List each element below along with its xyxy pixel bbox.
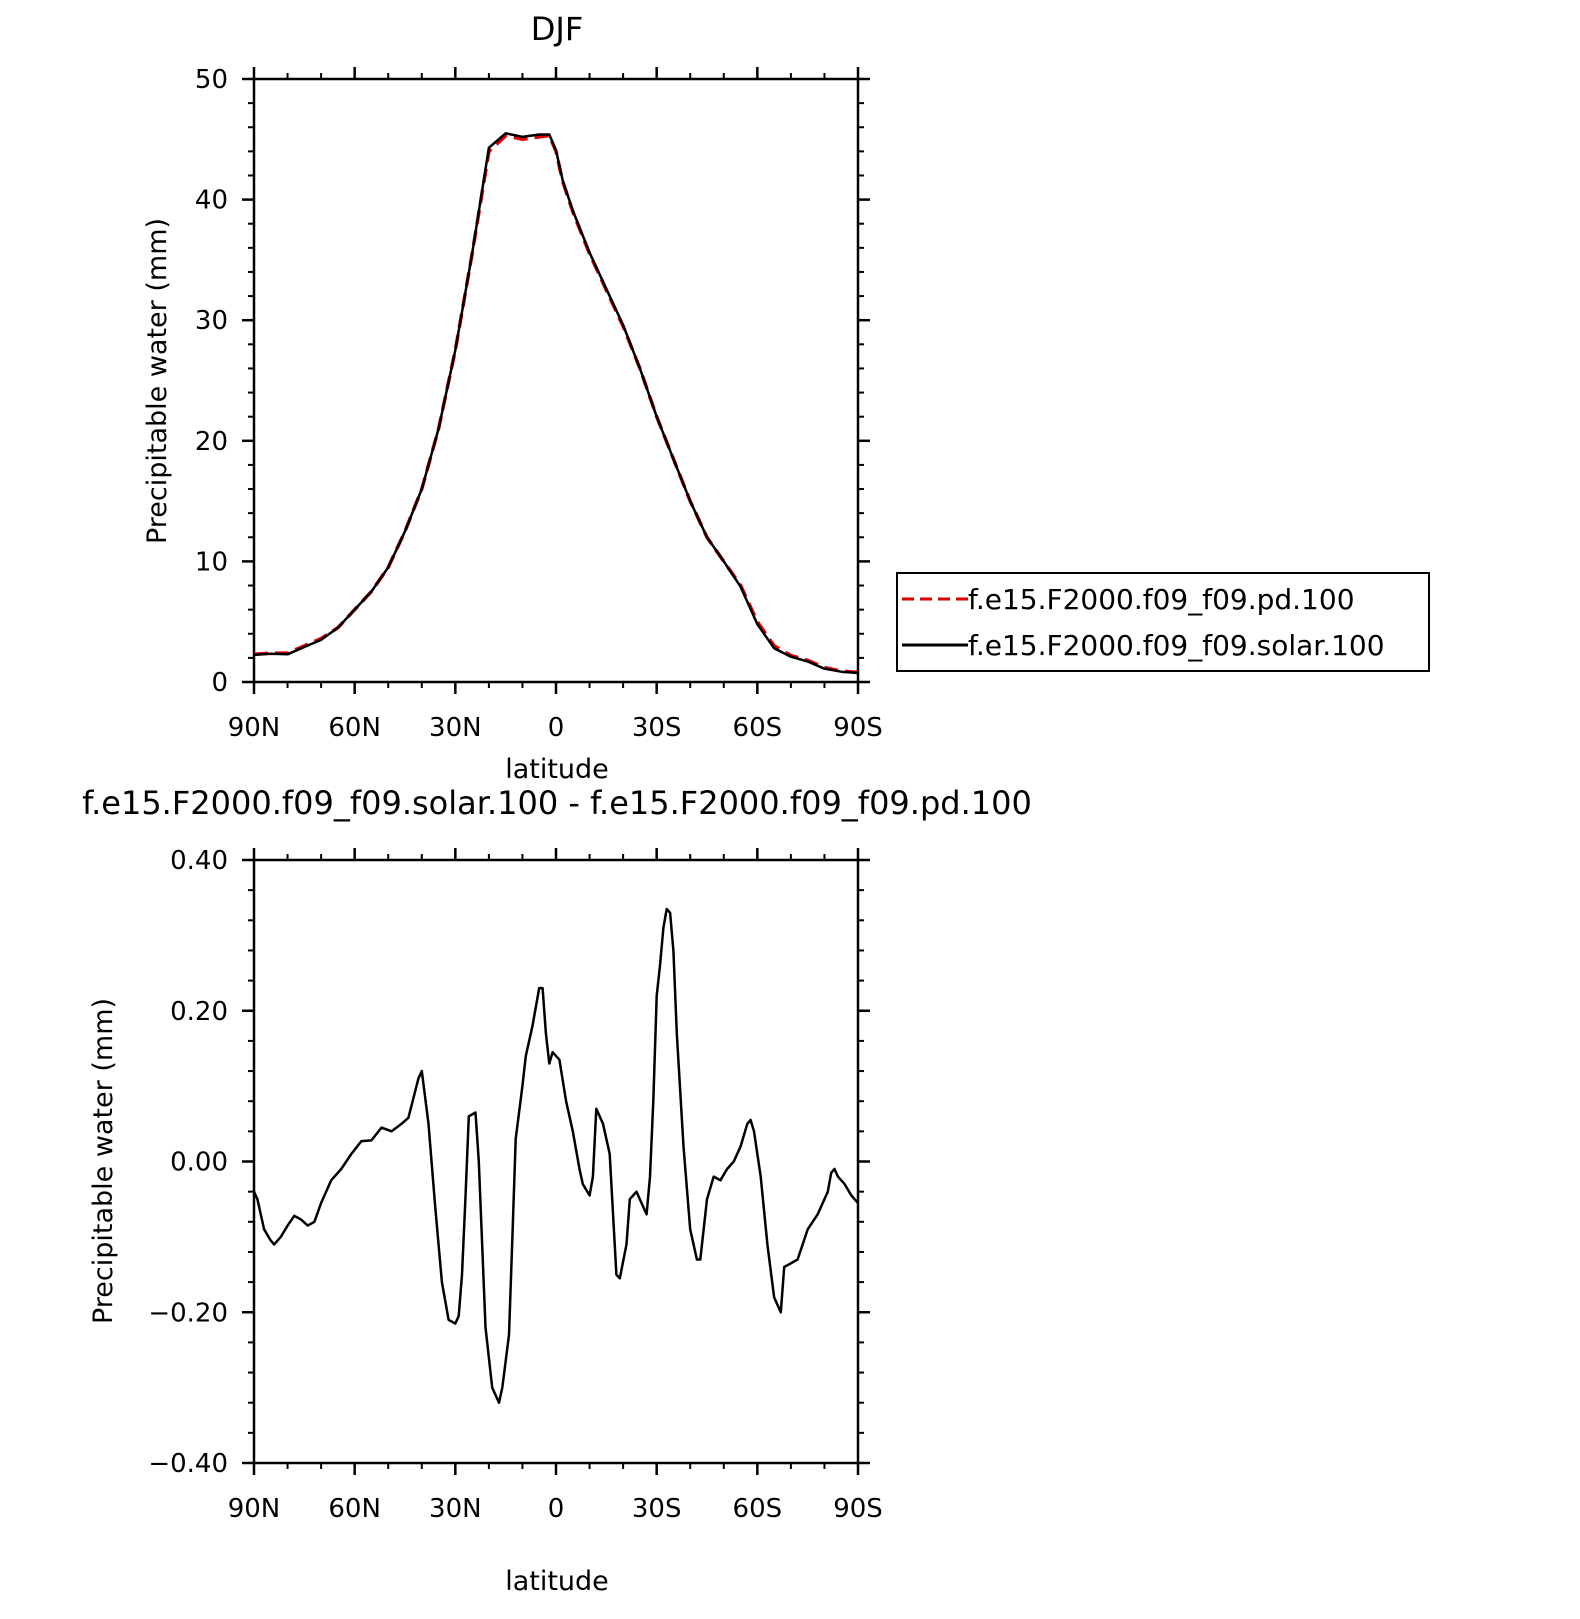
top-series-line-solar bbox=[253, 132, 859, 675]
bottom-plot-frame bbox=[252, 858, 860, 1465]
top-xtick-label: 90N bbox=[228, 713, 281, 743]
top-ytick-label: 40 bbox=[195, 186, 228, 216]
bottom-y-tick-labels: −0.40 −0.20 0.00 0.20 0.40 bbox=[148, 846, 228, 1479]
top-xtick-label: 90S bbox=[833, 713, 883, 743]
legend-box bbox=[896, 572, 1430, 672]
bottom-chart-panel: f.e15.F2000.f09_f09.solar.100 - f.e15.F2… bbox=[82, 784, 1032, 1597]
bottom-xtick-label: 0 bbox=[548, 1494, 565, 1524]
bottom-tick-marks bbox=[242, 848, 870, 1475]
top-y-axis-label: Precipitable water (mm) bbox=[142, 218, 173, 544]
bottom-xtick-label: 30N bbox=[429, 1494, 482, 1524]
bottom-series-lines bbox=[252, 907, 859, 1404]
top-x-tick-labels: 90N 60N 30N 0 30S 60S 90S bbox=[228, 713, 883, 743]
bottom-x-axis-label: latitude bbox=[505, 1566, 609, 1597]
bottom-y-axis-label: Precipitable water (mm) bbox=[88, 998, 119, 1324]
bottom-ytick-label: 0.20 bbox=[170, 997, 228, 1027]
top-ytick-label: 10 bbox=[195, 547, 228, 577]
top-ytick-label: 50 bbox=[195, 65, 228, 95]
top-xtick-label: 60S bbox=[733, 713, 783, 743]
top-xtick-label: 30N bbox=[429, 713, 482, 743]
top-x-axis-label: latitude bbox=[505, 754, 609, 785]
top-xtick-label: 30S bbox=[632, 713, 682, 743]
top-xtick-label: 60N bbox=[328, 713, 381, 743]
top-y-tick-labels: 0 10 20 30 40 50 bbox=[195, 65, 228, 698]
top-xtick-label: 0 bbox=[548, 713, 565, 743]
bottom-x-tick-labels: 90N 60N 30N 0 30S 60S 90S bbox=[228, 1494, 883, 1524]
top-tick-marks bbox=[242, 67, 870, 694]
top-plot-frame bbox=[252, 77, 860, 684]
legend-entry-solar: f.e15.F2000.f09_f09.solar.100 bbox=[968, 629, 1385, 662]
top-chart-panel: DJF 0 10 20 30 40 50 90N 60N 30N 0 30S 60S 90S lati… bbox=[142, 10, 1430, 785]
bottom-xtick-label: 60S bbox=[733, 1494, 783, 1524]
bottom-xtick-label: 30S bbox=[632, 1494, 682, 1524]
bottom-ytick-label: −0.20 bbox=[148, 1298, 228, 1328]
top-series-lines bbox=[253, 132, 859, 675]
top-series-line-pd bbox=[253, 133, 859, 675]
legend-entry-pd: f.e15.F2000.f09_f09.pd.100 bbox=[968, 583, 1355, 616]
bottom-ytick-label: −0.40 bbox=[148, 1449, 228, 1479]
bottom-series-line-solar bbox=[252, 907, 859, 1404]
bottom-xtick-label: 90N bbox=[228, 1494, 281, 1524]
bottom-ytick-label: 0.00 bbox=[170, 1148, 228, 1178]
bottom-ytick-label: 0.40 bbox=[170, 846, 228, 876]
top-chart-title: DJF bbox=[531, 10, 583, 48]
top-ytick-label: 30 bbox=[195, 306, 228, 336]
top-ytick-label: 0 bbox=[211, 668, 228, 698]
bottom-xtick-label: 60N bbox=[328, 1494, 381, 1524]
legend: f.e15.F2000.f09_f09.pd.100 f.e15.F2000.f… bbox=[896, 572, 1430, 672]
bottom-chart-title: f.e15.F2000.f09_f09.solar.100 - f.e15.F2… bbox=[82, 784, 1032, 822]
bottom-xtick-label: 90S bbox=[833, 1494, 883, 1524]
top-ytick-label: 20 bbox=[195, 427, 228, 457]
